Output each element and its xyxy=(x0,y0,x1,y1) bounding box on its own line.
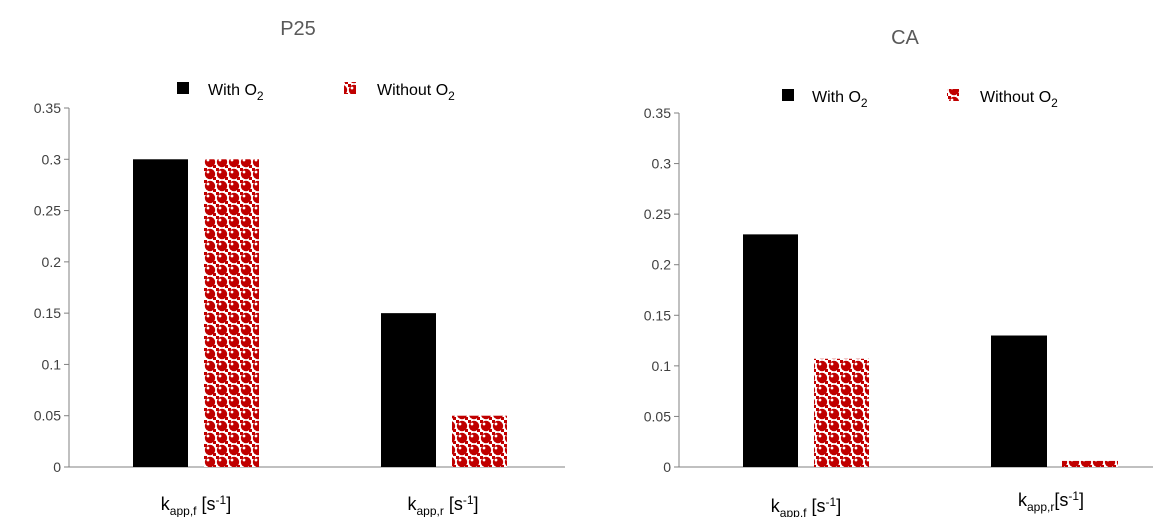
y-tick-label: 0.3 xyxy=(42,151,62,167)
y-tick-label: 0.35 xyxy=(644,105,671,121)
y-tick-label: 0 xyxy=(663,459,671,475)
y-axis: 0 0.05 0.1 0.15 0.2 0.25 0.3 0.35 xyxy=(34,100,565,475)
x-tick-label-kappr: kapp,r[s-1] xyxy=(1018,489,1084,514)
chart-p25: P25 With O2 Without O2 0 0.05 0.1 0.15 0.2 0.… xyxy=(34,18,565,517)
legend-swatch-without-o2 xyxy=(947,89,959,101)
y-axis: 0 0.05 0.1 0.15 0.2 0.25 0.3 0.35 xyxy=(644,105,1153,475)
bars xyxy=(133,159,507,468)
y-tick-label: 0.3 xyxy=(652,156,672,172)
x-tick-label-kappr: kapp,r [s-1] xyxy=(407,493,478,517)
bar-with-o2 xyxy=(743,234,798,467)
x-axis-labels: kapp,f [s-1] kapp,r[s-1] xyxy=(771,489,1084,517)
x-tick-label-kappf: kapp,f [s-1] xyxy=(771,495,841,517)
legend-swatch-with-o2 xyxy=(782,89,794,101)
y-tick-label: 0.25 xyxy=(644,206,671,222)
legend: With O2 Without O2 xyxy=(782,89,1058,110)
y-tick-label: 0.1 xyxy=(42,356,62,372)
bar-with-o2 xyxy=(381,313,436,467)
bar-with-o2 xyxy=(133,159,188,468)
bar-without-o2 xyxy=(1062,460,1118,467)
bars xyxy=(743,234,1118,467)
y-tick-label: 0.2 xyxy=(42,254,62,270)
chart-ca: CA With O2 Without O2 0 0.05 0.1 0.15 0.2 0.2… xyxy=(644,27,1153,517)
y-tick-label: 0.1 xyxy=(652,358,672,374)
y-tick-label: 0.25 xyxy=(34,203,61,219)
y-tick-label: 0.2 xyxy=(652,257,672,273)
y-tick-label: 0.05 xyxy=(34,408,61,424)
x-tick-label-kappf: kapp,f [s-1] xyxy=(161,493,231,517)
legend-swatch-with-o2 xyxy=(177,82,189,94)
chart-title: CA xyxy=(891,27,919,49)
chart-title: P25 xyxy=(280,18,316,40)
bar-without-o2 xyxy=(204,159,259,468)
legend-label-with-o2: With O2 xyxy=(812,89,868,110)
x-axis-labels: kapp,f [s-1] kapp,r [s-1] xyxy=(161,493,479,517)
legend-label-without-o2: Without O2 xyxy=(377,82,455,103)
bar-with-o2 xyxy=(991,335,1047,467)
y-tick-label: 0.05 xyxy=(644,408,671,424)
y-tick-label: 0.15 xyxy=(644,307,671,323)
legend: With O2 Without O2 xyxy=(177,82,455,103)
y-tick-label: 0 xyxy=(53,459,61,475)
legend-label-with-o2: With O2 xyxy=(208,82,264,103)
legend-swatch-without-o2 xyxy=(344,82,356,94)
y-tick-label: 0.15 xyxy=(34,305,61,321)
y-tick-label: 0.35 xyxy=(34,100,61,116)
bar-without-o2 xyxy=(452,415,507,467)
bar-without-o2 xyxy=(814,358,869,467)
legend-label-without-o2: Without O2 xyxy=(980,89,1058,110)
